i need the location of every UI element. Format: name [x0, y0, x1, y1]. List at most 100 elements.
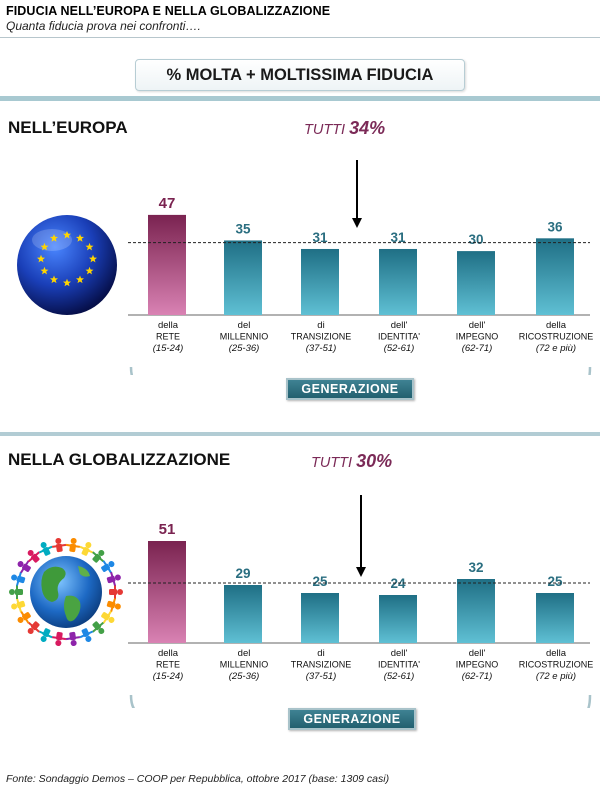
data-label-5: 32 — [468, 560, 483, 575]
person-figure-icon — [101, 560, 115, 574]
person-figure-icon — [65, 631, 81, 647]
bar-4 — [379, 248, 417, 315]
person-figure-icon — [17, 560, 31, 574]
category-label-6-1: della — [546, 648, 567, 659]
person-figure-icon — [106, 598, 121, 613]
section-title-globalizzazione: NELLA GLOBALIZZAZIONE — [8, 450, 231, 469]
reference-arrow-head — [352, 218, 362, 228]
category-label-3-3: (37-51) — [306, 671, 337, 682]
category-label-3-2: TRANSIZIONE — [291, 332, 352, 342]
person-figure-icon — [79, 628, 94, 642]
eu-star-icon — [85, 266, 94, 275]
data-label-3: 25 — [312, 574, 328, 589]
person-figure-icon — [38, 542, 53, 556]
person-figure-icon — [92, 549, 105, 563]
world-globe-icon — [9, 537, 123, 647]
bar-2 — [224, 240, 262, 315]
category-label-6-3: (72 e più) — [536, 343, 576, 354]
eu-star-icon — [50, 234, 58, 242]
generation-bracket — [129, 366, 592, 375]
category-label-4-1: dell' — [391, 320, 408, 331]
tutti-label-globalizzazione: TUTTI 30% — [311, 451, 392, 472]
data-label-3: 31 — [312, 230, 328, 245]
category-label-6-3: (72 e più) — [536, 671, 576, 682]
bar-1 — [148, 214, 186, 315]
category-label-3-1: di — [317, 648, 324, 659]
category-label-3-3: (37-51) — [306, 343, 337, 354]
category-label-5-3: (62-71) — [462, 343, 493, 354]
category-label-1-2: RETE — [156, 660, 180, 670]
person-figure-icon — [79, 542, 94, 556]
measure-label: % MOLTA + MOLTISSIMA FIDUCIA — [166, 66, 434, 84]
chart-globalizzazione: 51dellaRETE(15-24)29delMILLENNIO(25-36)2… — [128, 495, 594, 708]
category-label-4-1: dell' — [391, 648, 408, 659]
data-label-1: 51 — [159, 521, 176, 538]
eu-star-icon — [76, 275, 84, 284]
category-label-1-3: (15-24) — [153, 343, 184, 354]
tutti-text: TUTTI — [311, 455, 353, 471]
bar-4 — [379, 595, 417, 643]
person-figure-icon — [27, 549, 40, 563]
header-divider — [0, 37, 600, 38]
bar-6 — [536, 238, 574, 315]
category-label-6-1: della — [546, 320, 567, 331]
category-label-6-2: RICOSTRUZIONE — [519, 660, 594, 670]
tutti-value: 30% — [356, 451, 393, 471]
banner-divider — [0, 96, 600, 101]
category-label-4-3: (52-61) — [384, 671, 415, 682]
category-label-2-1: del — [238, 320, 251, 331]
bar-1 — [148, 541, 186, 643]
person-figure-icon — [51, 631, 67, 647]
bar-5 — [457, 251, 495, 315]
person-figure-icon — [11, 598, 26, 613]
person-figure-icon — [51, 537, 67, 553]
measure-banner: % MOLTA + MOLTISSIMA FIDUCIA — [135, 59, 465, 91]
reference-arrow-head — [356, 567, 366, 577]
person-figure-icon — [109, 585, 123, 599]
category-label-2-3: (25-36) — [229, 671, 260, 682]
chart-europa: 47dellaRETE(15-24)35delMILLENNIO(25-36)3… — [128, 160, 594, 375]
tutti-text: TUTTI — [304, 122, 346, 138]
data-label-4: 31 — [390, 230, 406, 245]
category-label-5-2: IMPEGNO — [456, 332, 499, 342]
data-label-2: 29 — [235, 566, 250, 581]
category-label-6-2: RICOSTRUZIONE — [519, 332, 594, 342]
category-label-5-1: dell' — [469, 320, 486, 331]
category-label-4-2: IDENTITA' — [378, 660, 420, 670]
category-label-4-2: IDENTITA' — [378, 332, 420, 342]
bar-6 — [536, 593, 574, 643]
person-figure-icon — [17, 610, 31, 624]
generation-badge-globalizzazione: GENERAZIONE — [288, 708, 416, 730]
source-note: Fonte: Sondaggio Demos – COOP per Repubb… — [6, 773, 390, 785]
category-label-5-1: dell' — [469, 648, 486, 659]
category-label-1-1: della — [158, 320, 179, 331]
section-title-europa: NELL’EUROPA — [8, 118, 128, 137]
page-title: FIDUCIA NELL’EUROPA E NELLA GLOBALIZZAZI… — [6, 4, 331, 18]
category-label-1-1: della — [158, 648, 179, 659]
data-label-2: 35 — [235, 221, 251, 236]
eu-star-icon — [89, 254, 97, 263]
person-figure-icon — [92, 621, 105, 635]
category-label-4-3: (52-61) — [384, 343, 415, 354]
category-label-2-3: (25-36) — [229, 343, 260, 354]
data-label-6: 25 — [547, 574, 563, 589]
eu-star-icon — [40, 266, 49, 275]
tutti-label-europa: TUTTI 34% — [304, 118, 385, 139]
category-label-5-2: IMPEGNO — [456, 660, 499, 670]
category-label-2-2: MILLENNIO — [220, 660, 269, 670]
person-figure-icon — [11, 571, 26, 586]
generation-badge-europa: GENERAZIONE — [286, 378, 414, 400]
eu-globe-icon — [17, 215, 117, 315]
person-figure-icon — [27, 621, 40, 635]
bar-3 — [301, 248, 339, 315]
eu-star-icon — [76, 234, 84, 242]
bar-5 — [457, 579, 495, 643]
data-label-1: 47 — [159, 195, 176, 212]
eu-star-icon — [63, 278, 71, 287]
bar-2 — [224, 585, 262, 643]
person-figure-icon — [38, 628, 53, 642]
eu-star-icon — [85, 242, 94, 251]
eu-star-icon — [63, 230, 71, 239]
category-label-3-1: di — [317, 320, 324, 331]
data-label-6: 36 — [547, 219, 563, 234]
